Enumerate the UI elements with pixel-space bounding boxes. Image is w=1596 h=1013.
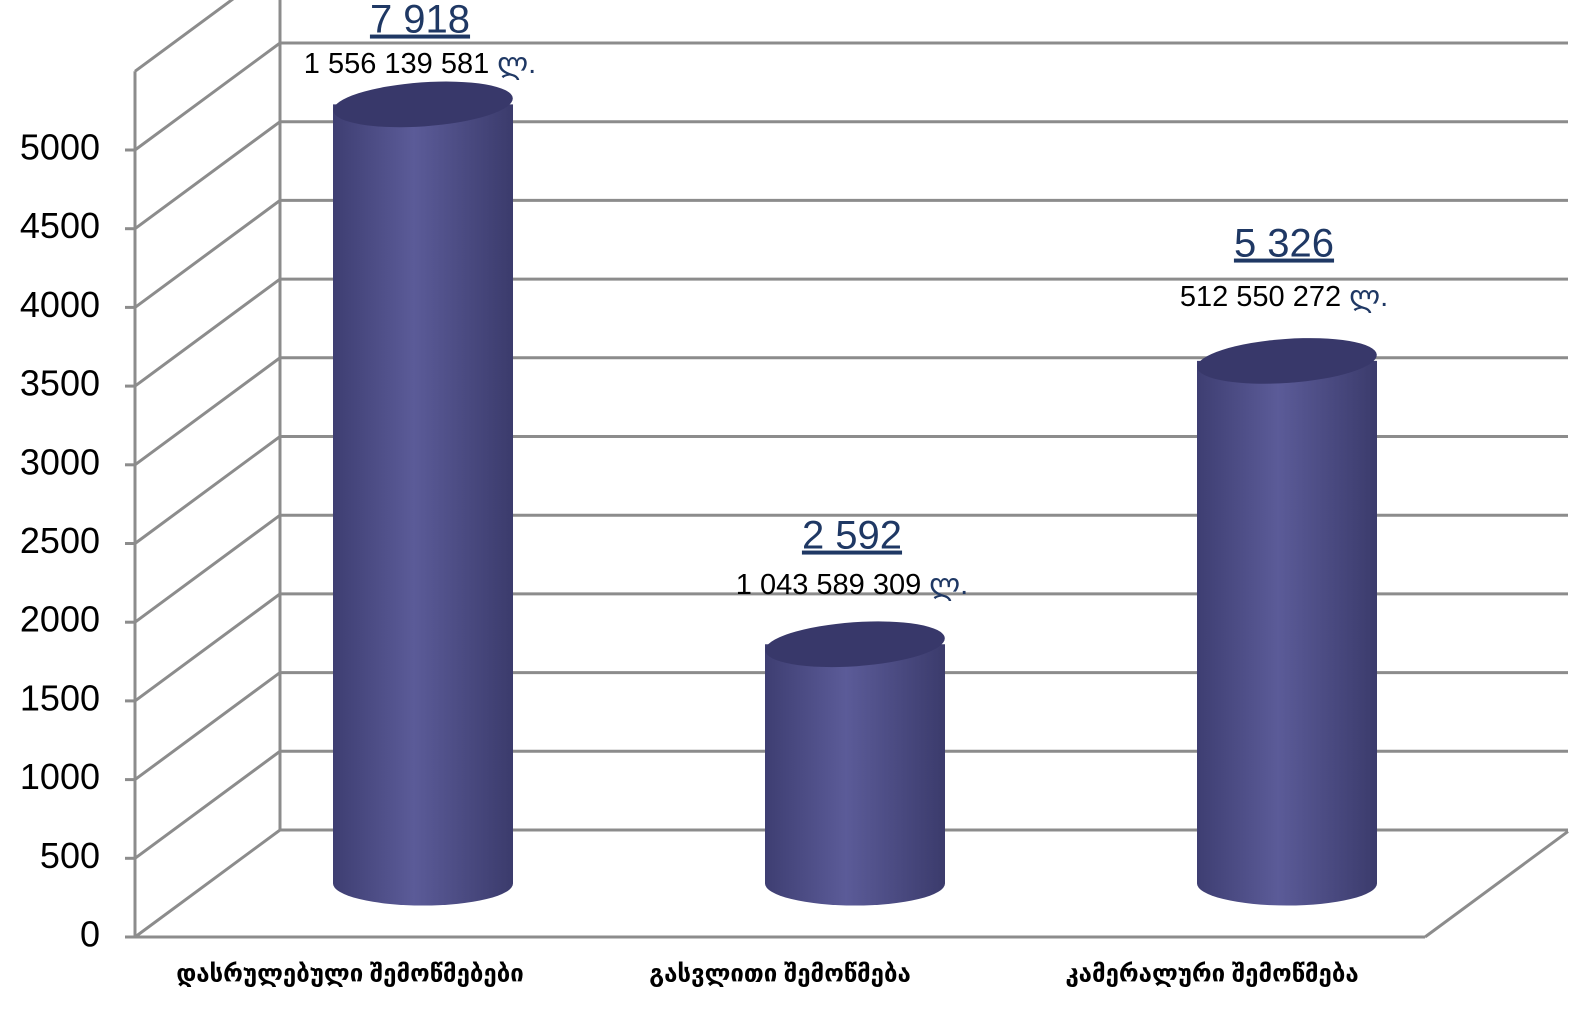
grid-line [134,592,1568,703]
grid-line [134,749,1568,860]
bar [765,621,945,906]
grid-line [134,513,1568,624]
y-tick-label: 500 [40,835,100,876]
y-tick-label: 1500 [20,677,100,718]
grid-line [134,198,1568,309]
y-tick-label: 3500 [20,363,100,404]
grid-line [134,435,1568,545]
amount-label: 1 043 589 309 ლ. [736,569,968,601]
unit: ლ. [1349,281,1388,313]
amount: 1 043 589 309 [736,569,921,601]
cylinder-top [765,621,945,668]
unit: ლ. [929,569,968,601]
grid-line [134,0,235,73]
y-tick-label: 4500 [20,205,100,246]
unit: ლ. [497,48,536,80]
x-tick-label: დასრულებული შემოწმებები [176,960,524,987]
amount-label: 1 556 139 581 ლ. [304,48,536,80]
cylinder-body [1197,360,1377,906]
count-label: 5 326 [1234,222,1334,266]
x-tick-label: კამერალური შემოწმება [1065,960,1358,987]
y-tick-label: 2000 [20,599,100,640]
y-tick-label: 1000 [20,756,100,797]
grid-line [134,41,1568,152]
x-tick-label: გასვლითი შემოწმება [649,960,911,987]
grid-line [134,356,1568,467]
cylinder-body [765,644,945,906]
amount: 1 556 139 581 [304,48,489,80]
y-tick-label: 3000 [20,441,100,482]
bar [333,81,513,906]
cylinder-top [1197,338,1377,384]
floor-line [1424,830,1569,939]
y-tick-label: 5000 [20,127,100,168]
cylinder-top [333,81,513,128]
grid-line [134,828,1568,939]
cylinder-body [333,104,513,906]
count-label: 2 592 [802,514,902,558]
count-label: 7 918 [370,0,470,42]
grid-line [134,671,1568,781]
grid-line [134,120,1568,230]
y-tick-label: 4000 [20,284,100,325]
amount-label: 512 550 272 ლ. [1180,281,1388,313]
grid-line [134,277,1568,388]
y-tick-label: 2500 [20,520,100,561]
amount: 512 550 272 [1180,281,1341,313]
y-tick-label: 0 [80,914,100,955]
bar [1197,338,1377,906]
